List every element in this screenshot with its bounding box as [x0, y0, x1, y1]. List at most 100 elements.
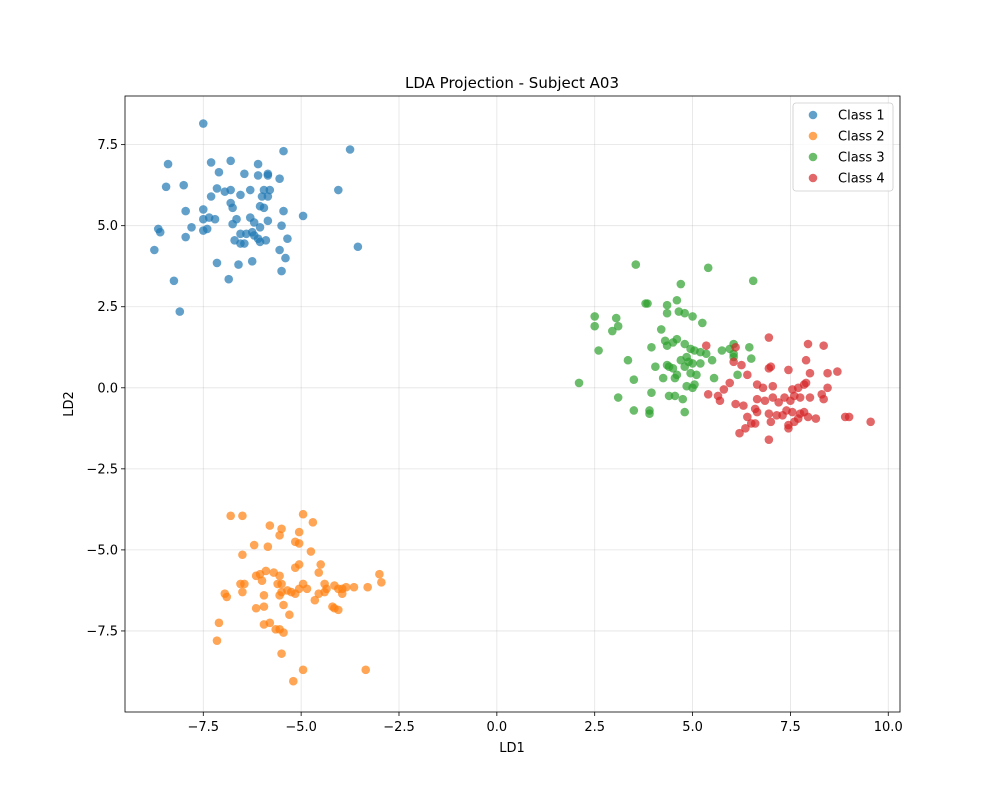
- class-2-point: [334, 605, 343, 615]
- class-1-point: [212, 258, 222, 268]
- class-2-point: [294, 560, 304, 569]
- class-3-point: [690, 380, 699, 389]
- class-4-point: [750, 419, 760, 428]
- class-2-point: [314, 568, 324, 577]
- class-4-point: [801, 378, 811, 388]
- class-1-point: [175, 307, 185, 316]
- class-4-point: [795, 393, 805, 402]
- class-2-point: [294, 539, 304, 548]
- class-2-point: [259, 602, 269, 611]
- class-4-point: [811, 414, 821, 423]
- legend-label-class-3: Class 3: [838, 151, 885, 166]
- class-2-point: [240, 579, 249, 589]
- class-2-point: [294, 527, 304, 537]
- class-1-point: [277, 221, 286, 230]
- class-2-point: [277, 649, 286, 658]
- class-4-point: [729, 357, 738, 367]
- legend-marker-class-1: [808, 110, 818, 120]
- class-4-point: [766, 417, 776, 427]
- class-2-point: [259, 590, 269, 600]
- class-2-point: [322, 584, 331, 594]
- x-tick-label: −2.5: [383, 720, 415, 735]
- class-3-point: [611, 313, 621, 323]
- class-3-point: [745, 342, 754, 352]
- y-tick-label: −2.5: [86, 462, 118, 477]
- class-4-point: [805, 368, 815, 378]
- class-2-point: [212, 636, 222, 645]
- class-3-point: [680, 362, 690, 372]
- class-3-point: [672, 334, 682, 344]
- class-4-point: [743, 412, 752, 422]
- class-4-point: [768, 393, 778, 402]
- class-4-point: [768, 381, 778, 391]
- class-2-point: [277, 579, 286, 589]
- class-4-point: [737, 360, 746, 370]
- x-tick-label: −7.5: [187, 720, 219, 735]
- class-1-point: [247, 257, 257, 266]
- class-1-point: [353, 242, 363, 252]
- y-tick-label: 7.5: [97, 138, 118, 153]
- class-2-point: [279, 628, 288, 637]
- class-2-point: [316, 560, 326, 569]
- class-4-point: [823, 368, 832, 378]
- class-4-point: [801, 355, 811, 365]
- class-3-point: [717, 346, 727, 355]
- class-3-point: [688, 359, 697, 368]
- class-1-point: [334, 185, 343, 195]
- y-tick-label: −5.0: [86, 543, 118, 558]
- legend-marker-class-4: [808, 173, 818, 183]
- class-3-point: [643, 299, 652, 308]
- class-3-point: [662, 308, 672, 318]
- class-3-point: [733, 370, 742, 380]
- class-4-point: [823, 383, 832, 393]
- class-4-point: [703, 389, 713, 399]
- class-2-point: [310, 595, 320, 605]
- class-3-point: [613, 321, 623, 331]
- y-axis-label: LD2: [62, 391, 77, 417]
- class-3-point: [678, 394, 688, 404]
- class-3-point: [662, 300, 672, 310]
- class-4-point: [764, 435, 774, 444]
- class-1-point: [281, 253, 290, 263]
- class-3-point: [574, 378, 584, 388]
- class-3-point: [746, 354, 756, 363]
- class-1-point: [181, 206, 190, 216]
- class-1-point: [210, 214, 220, 224]
- x-tick-label: 0.0: [486, 720, 507, 735]
- class-2-point: [238, 550, 247, 560]
- class-2-point: [222, 592, 232, 602]
- class-4-point: [731, 342, 740, 352]
- class-1-point: [214, 167, 224, 177]
- class-1-point: [169, 276, 179, 286]
- class-2-point: [277, 524, 286, 534]
- class-3-point: [608, 326, 617, 336]
- class-2-point: [298, 509, 308, 519]
- x-tick-label: −5.0: [285, 720, 317, 735]
- class-2-point: [238, 511, 247, 521]
- class-2-point: [251, 603, 261, 613]
- y-tick-label: 2.5: [97, 300, 118, 315]
- class-4-point: [752, 394, 762, 404]
- class-1-point: [263, 216, 273, 226]
- class-3-point: [647, 342, 656, 352]
- x-tick-label: 7.5: [780, 720, 801, 735]
- class-1-point: [279, 146, 288, 156]
- class-2-point: [306, 547, 316, 556]
- plot-frame: [124, 95, 901, 713]
- class-2-point: [363, 582, 372, 592]
- class-2-point: [341, 582, 351, 592]
- class-1-point: [253, 159, 263, 169]
- class-2-point: [226, 511, 235, 521]
- class-4-point: [819, 341, 828, 350]
- class-3-point: [680, 407, 690, 417]
- class-2-point: [289, 676, 298, 686]
- class-3-point: [658, 373, 668, 383]
- class-2-point: [361, 665, 371, 675]
- class-1-point: [161, 182, 171, 192]
- class-4-point: [784, 365, 793, 375]
- class-2-point: [249, 540, 259, 550]
- class-1-point: [198, 119, 208, 128]
- class-2-point: [261, 566, 271, 576]
- class-4-point: [764, 333, 774, 342]
- class-4-point: [803, 339, 813, 349]
